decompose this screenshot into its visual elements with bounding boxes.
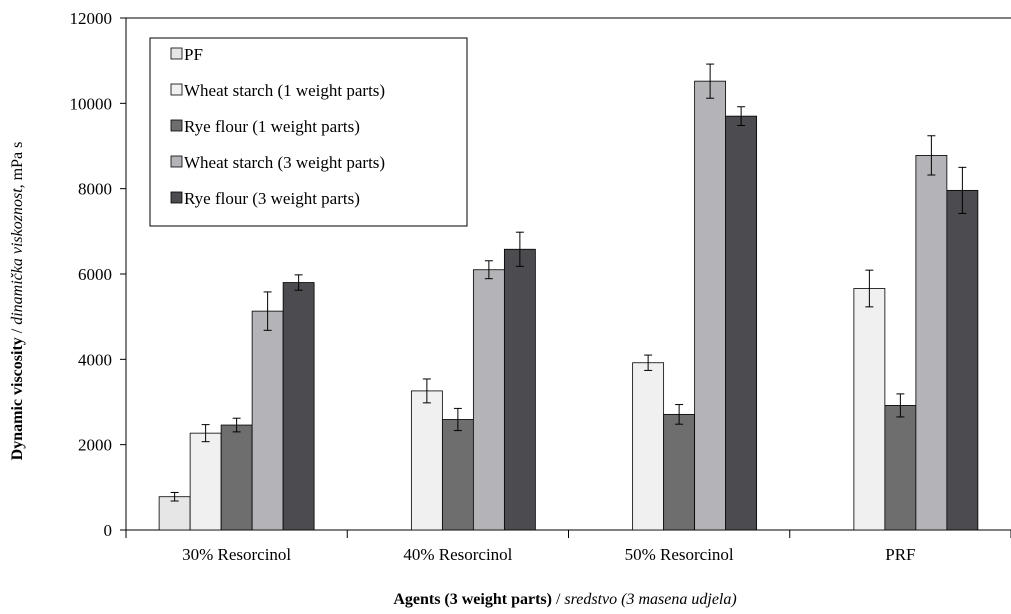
bar [282, 282, 315, 531]
legend-swatch [170, 47, 183, 60]
legend-swatch [170, 155, 183, 168]
bar [632, 362, 665, 531]
bar [663, 413, 696, 531]
legend-swatch [170, 191, 183, 204]
x-axis: 30% Resorcinol 40% Resorcinol 50% Resorcin… [125, 530, 1011, 564]
legend-label: Wheat starch (3 weight parts) [184, 153, 385, 172]
y-tick-label: 4000 [78, 350, 112, 369]
legend-label: Rye flour (1 weight parts) [184, 117, 360, 136]
bar [915, 154, 948, 531]
bar [694, 80, 727, 531]
x-category-label: PRF [885, 545, 915, 564]
legend: PF Wheat starch (1 weight parts) Rye flour… [149, 37, 468, 227]
bar [158, 496, 191, 531]
y-tick-label: 6000 [78, 265, 112, 284]
bar [220, 424, 253, 531]
bar [410, 390, 443, 531]
bar [503, 248, 536, 531]
y-axis-title: Dynamic viscosity / dinamička viskoznost… [9, 142, 26, 461]
x-category-label: 30% Resorcinol [182, 545, 291, 564]
bar [946, 189, 979, 531]
x-category-label: 50% Resorcinol [625, 545, 734, 564]
legend-label: Rye flour (3 weight parts) [184, 189, 360, 208]
y-tick-label: 2000 [78, 436, 112, 455]
bar [251, 310, 284, 531]
y-tick-label: 8000 [78, 180, 112, 199]
legend-box [149, 37, 468, 227]
y-tick-label: 10000 [70, 94, 113, 113]
legend-label: PF [184, 45, 203, 64]
bar [853, 288, 886, 531]
legend-swatch [170, 119, 183, 132]
y-tick-label: 12000 [70, 9, 113, 28]
legend-label: Wheat starch (1 weight parts) [184, 81, 385, 100]
y-tick-label: 0 [104, 521, 113, 540]
bar [189, 432, 222, 531]
bar [441, 419, 474, 531]
x-category-label: 40% Resorcinol [403, 545, 512, 564]
x-axis-title: Agents (3 weight parts) / sredstvo (3 ma… [393, 591, 736, 608]
bars [158, 63, 979, 531]
legend-swatch [170, 83, 183, 96]
bar [725, 115, 758, 531]
bar [472, 269, 505, 531]
bar [884, 405, 917, 531]
y-axis: 0 2000 4000 6000 8000 10000 12000 [70, 9, 126, 540]
